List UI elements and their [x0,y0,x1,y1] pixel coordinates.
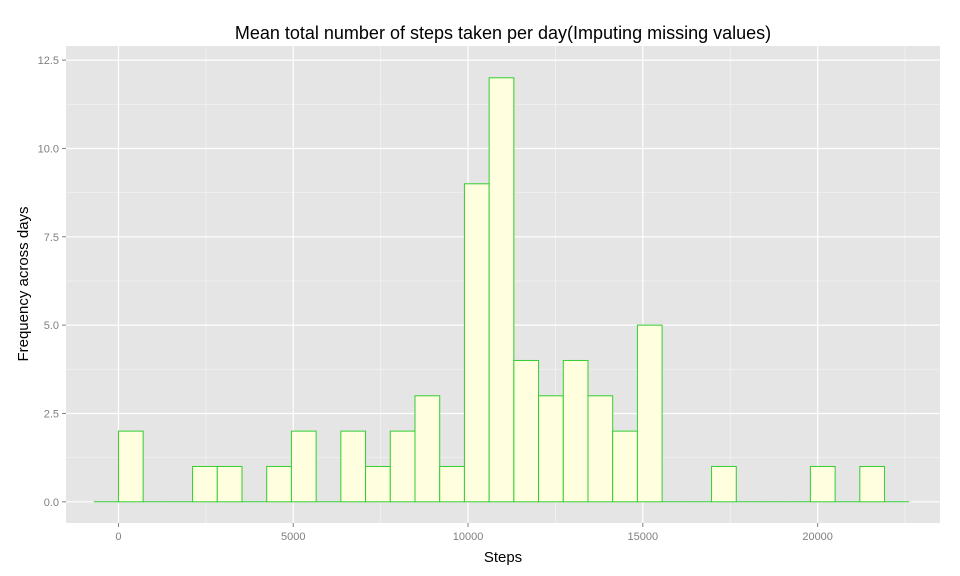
y-tick-label: 12.5 [38,55,59,67]
x-tick-label: 10000 [453,531,484,543]
y-tick-label: 5.0 [44,320,59,332]
histogram-bar [216,465,243,503]
histogram-bar [538,395,564,503]
x-tick-label: 15000 [628,531,659,543]
histogram-bars [93,77,910,503]
histogram-bar [463,183,490,503]
histogram-bar [414,395,441,503]
histogram-bar [439,465,465,503]
histogram-bar [809,465,836,503]
y-tick-label: 7.5 [44,232,59,244]
x-tick-label: 20000 [802,531,833,543]
histogram-bar [340,430,367,503]
y-axis-ticks: 0.0 2.5 5.0 7.5 10.0 12.5 [38,55,66,509]
histogram-bar [636,324,663,503]
x-axis-title: Steps [484,549,522,566]
chart-title: Mean total number of steps taken per day… [235,23,771,43]
histogram-bar [587,395,614,503]
histogram-bar [513,359,540,503]
histogram-bar [192,465,218,503]
y-tick-label: 10.0 [38,143,59,155]
y-axis-title: Frequency across days [15,206,32,361]
histogram-bar [488,77,515,503]
x-axis-ticks: 0 5000 10000 15000 20000 [115,523,833,543]
histogram-bar [859,465,886,503]
histogram-bar [266,465,292,503]
histogram-bar [389,430,416,503]
histogram-bar [711,465,737,503]
histogram-bar [612,430,638,503]
y-tick-label: 2.5 [44,408,59,420]
histogram-bar [290,430,317,503]
histogram-bar [365,465,391,503]
y-tick-label: 0.0 [44,497,59,509]
x-tick-label: 0 [115,531,121,543]
histogram-bar [562,359,589,503]
x-tick-label: 5000 [281,531,305,543]
histogram-bar [117,430,144,503]
